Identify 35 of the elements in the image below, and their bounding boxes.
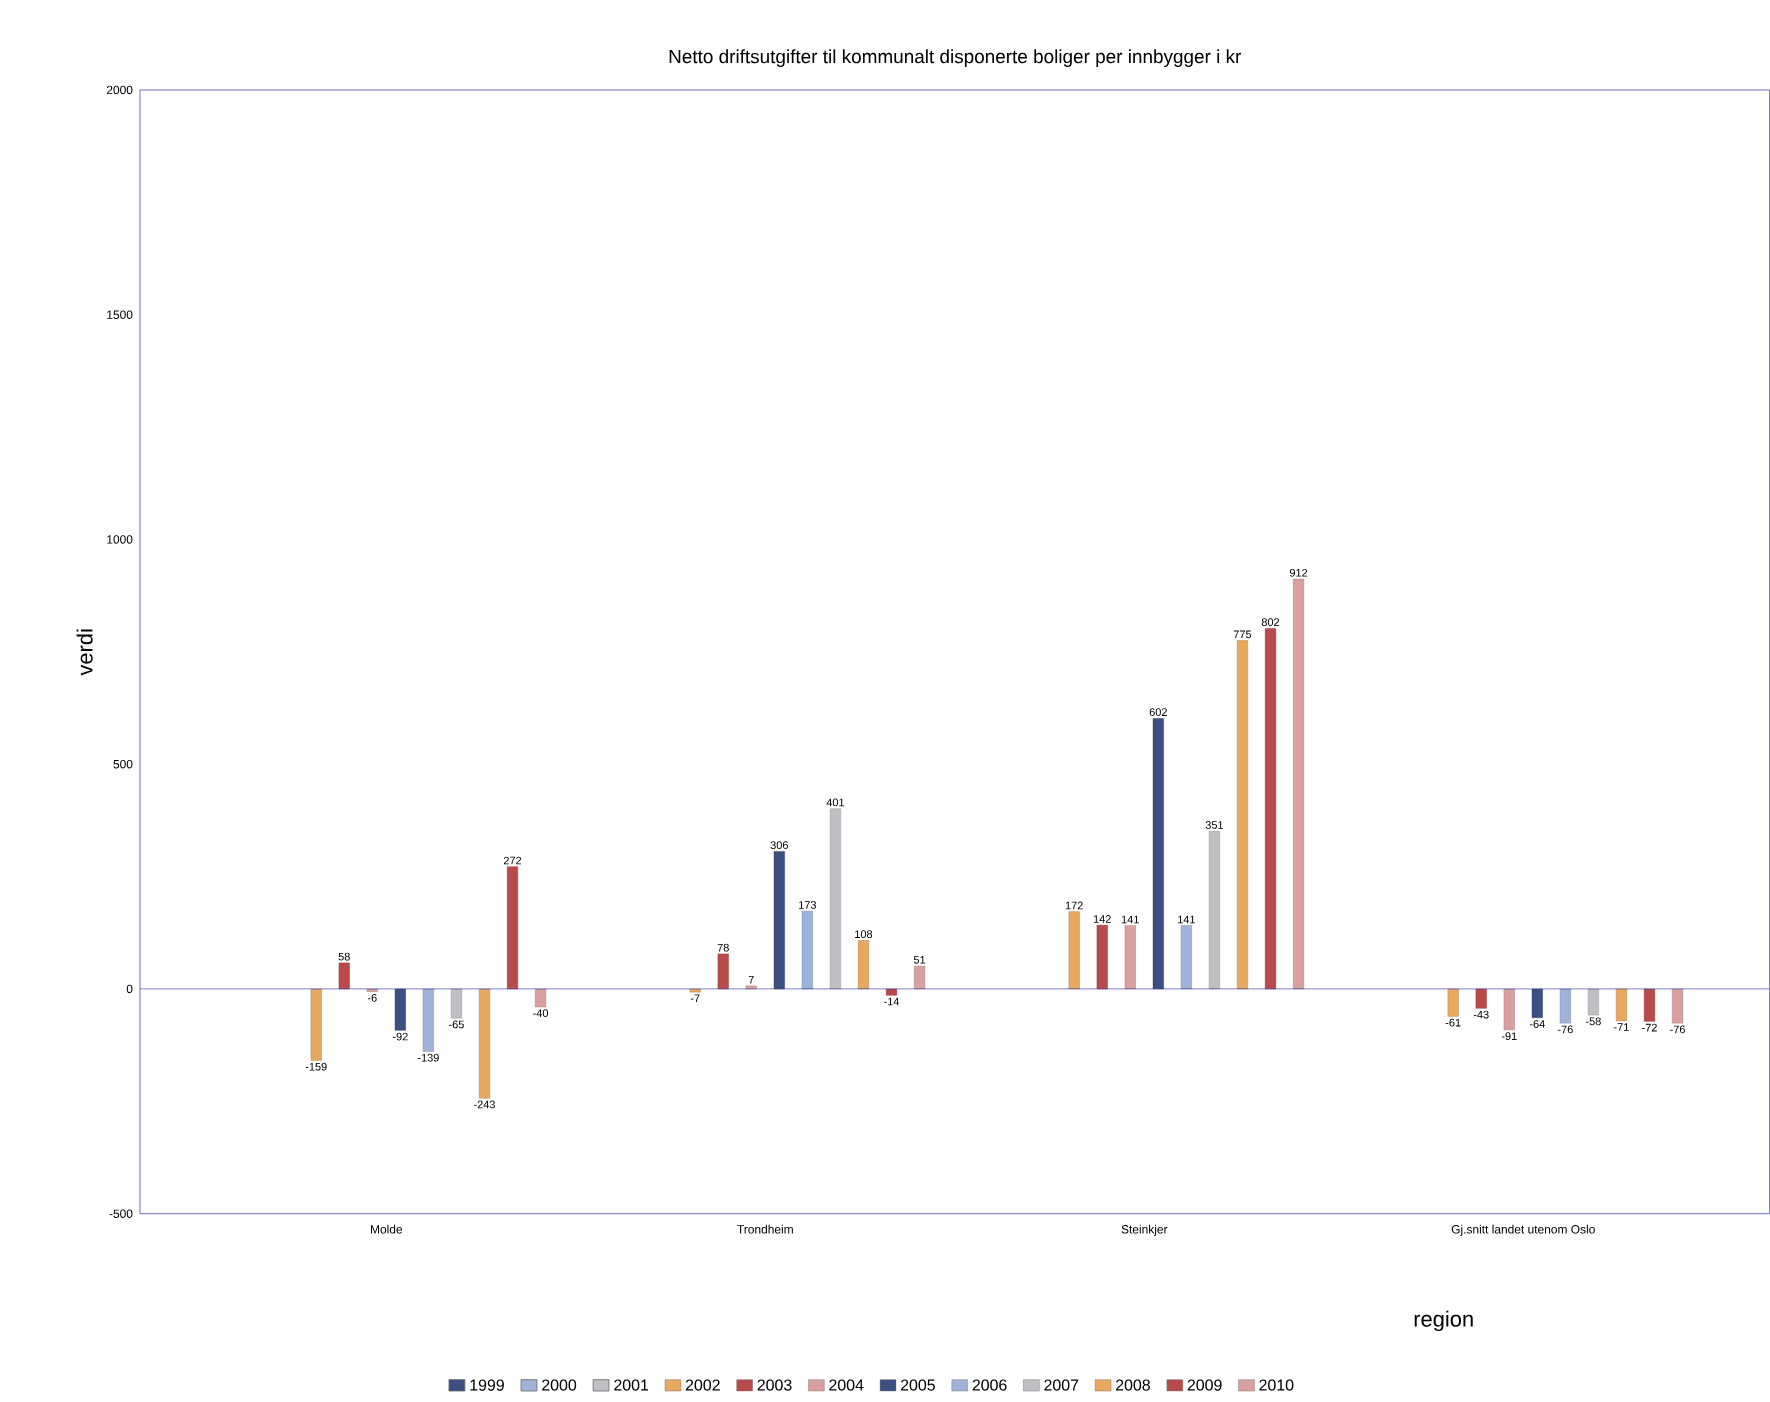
bar [1587,989,1599,1016]
bar [1096,925,1108,990]
bar [1447,989,1459,1017]
bar [1208,831,1220,990]
bar [1615,989,1627,1022]
bar [1152,718,1164,990]
bar [829,808,841,990]
bar [1643,989,1655,1022]
bar [914,966,926,990]
bar [478,989,490,1099]
bar [717,953,729,990]
bar [1503,989,1515,1031]
bar [1180,925,1192,990]
bar [394,989,406,1031]
bar [773,851,785,990]
bar [1293,579,1305,990]
bar [1672,989,1684,1024]
bar [310,989,322,1061]
x-axis-title: region [1414,1310,1473,1332]
bar [857,940,869,990]
bar [1124,925,1136,990]
bar [801,911,813,990]
bar [1068,911,1080,990]
bar [1264,628,1276,990]
bar [422,989,434,1052]
bar [1236,640,1248,990]
bar [507,866,519,990]
chart-title: Netto driftsutgifter til kommunalt disponerte boliger per innbygger i kr [669,49,1242,68]
y-axis-title: verdi [76,629,93,676]
bar [450,989,462,1019]
bar [535,989,547,1008]
bar [338,962,350,990]
bar [1531,989,1543,1019]
bar [1475,989,1487,1009]
bar [1559,989,1571,1024]
